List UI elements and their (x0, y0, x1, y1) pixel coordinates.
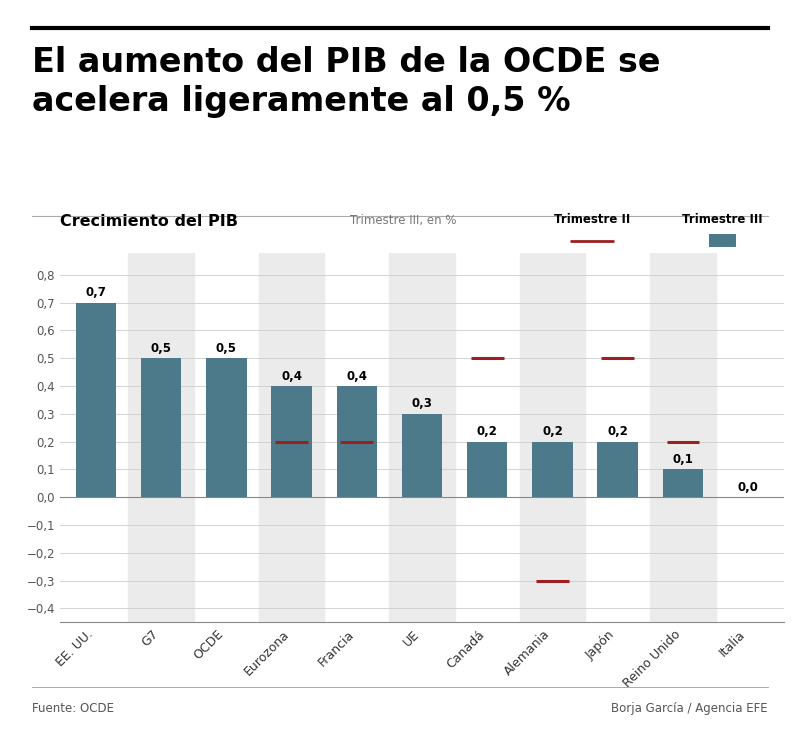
Text: 0,5: 0,5 (150, 342, 171, 355)
Text: 0,3: 0,3 (411, 397, 433, 411)
Text: 0,2: 0,2 (542, 425, 563, 438)
Bar (141, 358, 182, 497)
Bar (390, 253, 454, 622)
Text: Trimestre III: Trimestre III (682, 213, 762, 226)
Text: Crecimiento del PIB: Crecimiento del PIB (60, 214, 238, 229)
Bar (206, 358, 246, 497)
Bar (650, 253, 715, 622)
Bar (532, 441, 573, 497)
Text: 0,2: 0,2 (607, 425, 628, 438)
Bar (129, 253, 194, 622)
Text: Borja García / Agencia EFE: Borja García / Agencia EFE (611, 703, 768, 715)
Text: 0,7: 0,7 (86, 286, 106, 299)
Text: 0,4: 0,4 (281, 370, 302, 383)
Bar (662, 469, 703, 497)
Bar (520, 253, 585, 622)
Bar (598, 441, 638, 497)
Text: 0,0: 0,0 (738, 481, 758, 494)
Bar (402, 414, 442, 497)
Bar (709, 234, 736, 247)
Bar (259, 253, 324, 622)
Bar (271, 386, 312, 497)
Bar (337, 386, 377, 497)
Text: Fuente: OCDE: Fuente: OCDE (32, 703, 114, 715)
Text: Trimestre II: Trimestre II (554, 213, 630, 226)
Text: El aumento del PIB de la OCDE se
acelera ligeramente al 0,5 %: El aumento del PIB de la OCDE se acelera… (32, 45, 661, 118)
Text: Trimestre III, en %: Trimestre III, en % (350, 214, 456, 228)
Text: 0,4: 0,4 (346, 370, 367, 383)
Text: 0,2: 0,2 (477, 425, 498, 438)
Bar (467, 441, 507, 497)
Bar (76, 302, 116, 497)
Text: 0,1: 0,1 (673, 453, 694, 466)
Text: 0,5: 0,5 (216, 342, 237, 355)
